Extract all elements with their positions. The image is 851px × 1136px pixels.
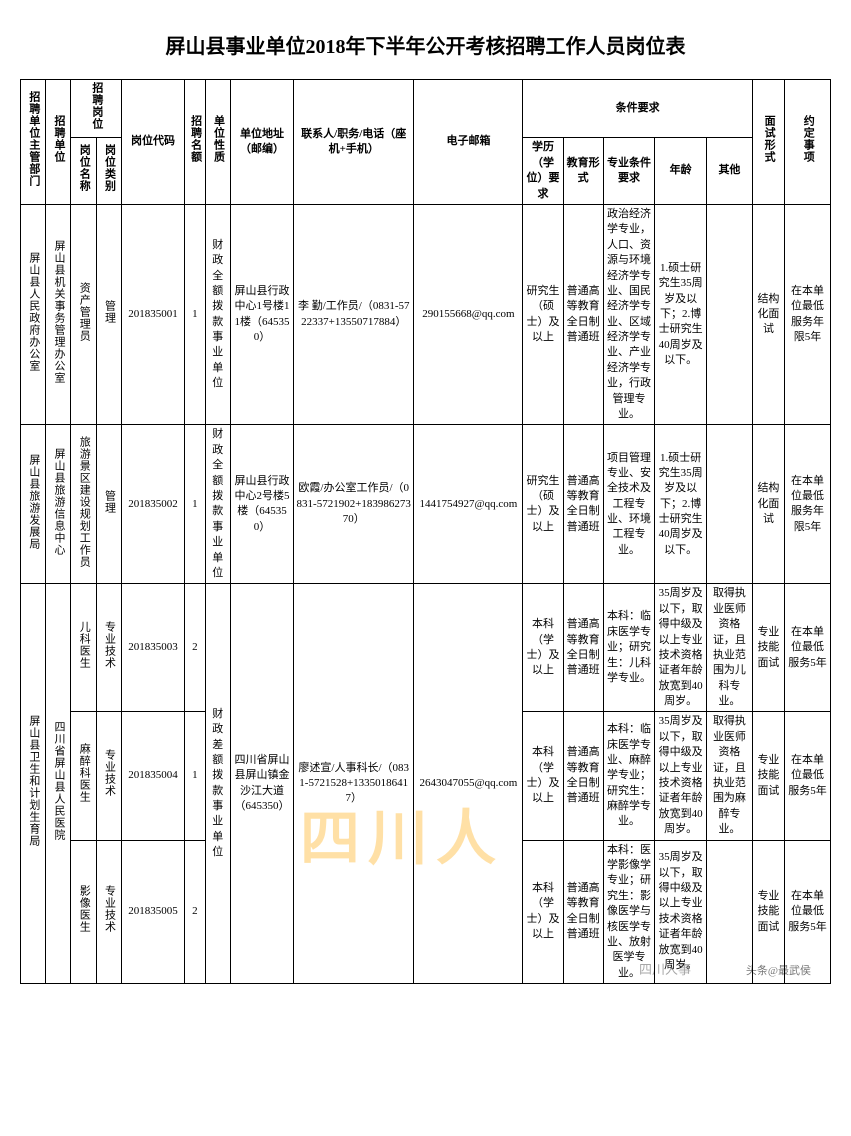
header-unit: 招聘单位 bbox=[46, 80, 71, 205]
cell-age: 35周岁及以下，取得中级及以上专业技术资格证者年龄放宽到40周岁。 bbox=[655, 712, 707, 840]
cell-major: 项目管理专业、安全技术及工程专业、环境工程专业。 bbox=[603, 425, 655, 584]
cell-edu: 本科（学士）及以上 bbox=[523, 584, 563, 712]
cell-nature: 财政差额拨款事业单位 bbox=[205, 584, 230, 984]
cell-age: 35周岁及以下，取得中级及以上专业技术资格证者年龄放宽到40周岁。 bbox=[655, 584, 707, 712]
cell-unit: 四川省屏山县人民医院 bbox=[46, 584, 71, 984]
cell-interview: 结构化面试 bbox=[752, 425, 784, 584]
cell-email: 290155668@qq.com bbox=[414, 204, 523, 424]
cell-other bbox=[706, 204, 752, 424]
header-post-group: 招聘岗位 bbox=[71, 80, 121, 138]
cell-other bbox=[706, 840, 752, 984]
header-address: 单位地址（邮编） bbox=[230, 80, 293, 205]
cell-agree: 在本单位最低服务5年 bbox=[785, 840, 831, 984]
cell-quota: 1 bbox=[185, 712, 206, 840]
cell-quota: 2 bbox=[185, 584, 206, 712]
cell-address: 屏山县行政中心1号楼11楼（645350） bbox=[230, 204, 293, 424]
cell-quota: 1 bbox=[185, 425, 206, 584]
cell-edu-form: 普通高等教育全日制普通班 bbox=[563, 425, 603, 584]
header-nature: 单位性质 bbox=[205, 80, 230, 205]
recruitment-table: 招聘单位主管部门 招聘单位 招聘岗位 岗位代码 招聘名额 单位性质 单位地址（邮… bbox=[20, 79, 831, 984]
cell-email: 2643047055@qq.com bbox=[414, 584, 523, 984]
cell-dept: 屏山县卫生和计划生育局 bbox=[21, 584, 46, 984]
cell-post-type: 专业技术 bbox=[96, 840, 121, 984]
cell-interview: 专业技能面试 bbox=[752, 840, 784, 984]
cell-dept: 屏山县旅游发展局 bbox=[21, 425, 46, 584]
cell-unit: 屏山县机关事务管理办公室 bbox=[46, 204, 71, 424]
cell-agree: 在本单位最低服务5年 bbox=[785, 584, 831, 712]
cell-age: 1.硕士研究生35周岁及以下；2.博士研究生40周岁及以下。 bbox=[655, 425, 707, 584]
cell-post-type: 专业技术 bbox=[96, 584, 121, 712]
cell-other bbox=[706, 425, 752, 584]
cell-code: 201835004 bbox=[121, 712, 184, 840]
header-contact: 联系人/职务/电话（座机+手机） bbox=[294, 80, 414, 205]
cell-edu: 研究生（硕士）及以上 bbox=[523, 425, 563, 584]
page-title: 屏山县事业单位2018年下半年公开考核招聘工作人员岗位表 bbox=[20, 30, 831, 59]
cell-post-type: 专业技术 bbox=[96, 712, 121, 840]
cell-agree: 在本单位最低服务5年 bbox=[785, 712, 831, 840]
header-post-name: 岗位名称 bbox=[71, 138, 96, 205]
header-edu: 学历（学位）要求 bbox=[523, 138, 563, 205]
cell-interview: 专业技能面试 bbox=[752, 584, 784, 712]
cell-major: 政治经济学专业，人口、资源与环境经济学专业、国民经济学专业、区域经济学专业、产业… bbox=[603, 204, 655, 424]
cell-code: 201835001 bbox=[121, 204, 184, 424]
cell-other: 取得执业医师资格证，且执业范围为儿科专业。 bbox=[706, 584, 752, 712]
table-row: 屏山县旅游发展局 屏山县旅游信息中心 旅游景区建设规划工作员 管理 201835… bbox=[21, 425, 831, 584]
header-other: 其他 bbox=[706, 138, 752, 205]
cell-post-name: 影像医生 bbox=[71, 840, 96, 984]
header-requirements: 条件要求 bbox=[523, 80, 752, 138]
cell-edu: 本科（学士）及以上 bbox=[523, 840, 563, 984]
cell-post-name: 资产管理员 bbox=[71, 204, 96, 424]
cell-interview: 专业技能面试 bbox=[752, 712, 784, 840]
cell-agree: 在本单位最低服务年限5年 bbox=[785, 204, 831, 424]
cell-major: 本科：临床医学专业、麻醉学专业；研究生：麻醉学专业。 bbox=[603, 712, 655, 840]
table-row: 屏山县卫生和计划生育局 四川省屏山县人民医院 儿科医生 专业技术 2018350… bbox=[21, 584, 831, 712]
header-agree: 约定事项 bbox=[785, 80, 831, 205]
cell-age: 35周岁及以下，取得中级及以上专业技术资格证者年龄放宽到40周岁。 bbox=[655, 840, 707, 984]
header-email: 电子邮箱 bbox=[414, 80, 523, 205]
cell-post-type: 管理 bbox=[96, 204, 121, 424]
cell-interview: 结构化面试 bbox=[752, 204, 784, 424]
cell-contact: 廖述宣/人事科长/（0831-5721528+13350186417） bbox=[294, 584, 414, 984]
cell-email: 1441754927@qq.com bbox=[414, 425, 523, 584]
cell-edu-form: 普通高等教育全日制普通班 bbox=[563, 840, 603, 984]
cell-nature: 财政全额拨款事业单位 bbox=[205, 425, 230, 584]
cell-edu-form: 普通高等教育全日制普通班 bbox=[563, 584, 603, 712]
cell-contact: 欧霞/办公室工作员/（0831-5721902+18398627370） bbox=[294, 425, 414, 584]
header-quota: 招聘名额 bbox=[185, 80, 206, 205]
cell-major: 本科：临床医学专业；研究生：儿科学专业。 bbox=[603, 584, 655, 712]
cell-edu-form: 普通高等教育全日制普通班 bbox=[563, 204, 603, 424]
cell-address: 屏山县行政中心2号楼5楼（645350） bbox=[230, 425, 293, 584]
header-age: 年龄 bbox=[655, 138, 707, 205]
header-edu-form: 教育形式 bbox=[563, 138, 603, 205]
cell-dept: 屏山县人民政府办公室 bbox=[21, 204, 46, 424]
cell-agree: 在本单位最低服务年限5年 bbox=[785, 425, 831, 584]
cell-quota: 1 bbox=[185, 204, 206, 424]
header-post-type: 岗位类别 bbox=[96, 138, 121, 205]
header-major: 专业条件要求 bbox=[603, 138, 655, 205]
cell-post-name: 儿科医生 bbox=[71, 584, 96, 712]
cell-code: 201835003 bbox=[121, 584, 184, 712]
cell-post-name: 旅游景区建设规划工作员 bbox=[71, 425, 96, 584]
header-code: 岗位代码 bbox=[121, 80, 184, 205]
header-dept: 招聘单位主管部门 bbox=[21, 80, 46, 205]
cell-edu: 本科（学士）及以上 bbox=[523, 712, 563, 840]
table-row: 屏山县人民政府办公室 屏山县机关事务管理办公室 资产管理员 管理 2018350… bbox=[21, 204, 831, 424]
cell-edu: 研究生（硕士）及以上 bbox=[523, 204, 563, 424]
cell-post-type: 管理 bbox=[96, 425, 121, 584]
cell-nature: 财政全额拨款事业单位 bbox=[205, 204, 230, 424]
cell-age: 1.硕士研究生35周岁及以下；2.博士研究生40周岁及以下。 bbox=[655, 204, 707, 424]
cell-quota: 2 bbox=[185, 840, 206, 984]
cell-unit: 屏山县旅游信息中心 bbox=[46, 425, 71, 584]
cell-other: 取得执业医师资格证，且执业范围为麻醉专业。 bbox=[706, 712, 752, 840]
cell-post-name: 麻醉科医生 bbox=[71, 712, 96, 840]
cell-major: 本科：医学影像学专业；研究生：影像医学与核医学专业、放射医学专业。 bbox=[603, 840, 655, 984]
cell-address: 四川省屏山县屏山镇金沙江大道（645350） bbox=[230, 584, 293, 984]
cell-code: 201835005 bbox=[121, 840, 184, 984]
cell-edu-form: 普通高等教育全日制普通班 bbox=[563, 712, 603, 840]
header-interview: 面试形式 bbox=[752, 80, 784, 205]
cell-contact: 李 勤/工作员/（0831-5722337+13550717884） bbox=[294, 204, 414, 424]
cell-code: 201835002 bbox=[121, 425, 184, 584]
